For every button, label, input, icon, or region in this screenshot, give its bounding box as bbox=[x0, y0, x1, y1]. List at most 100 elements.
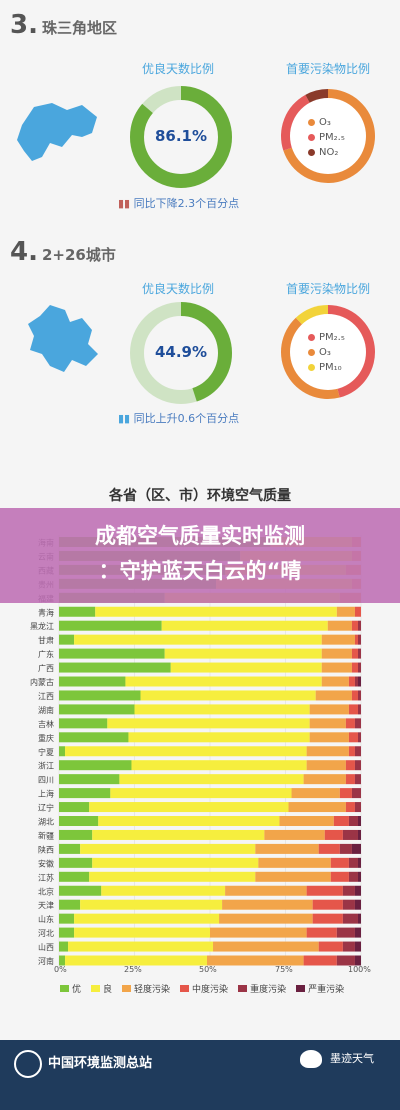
bar-segment bbox=[342, 829, 358, 840]
bar-segment bbox=[354, 718, 361, 729]
bar-segment bbox=[59, 927, 75, 938]
bar-segment bbox=[345, 718, 355, 729]
bar-segment bbox=[318, 843, 340, 854]
bar-segment bbox=[336, 927, 355, 938]
bar-segment bbox=[258, 857, 331, 868]
chart-legend: 优 良 轻度污染 中度污染 重度污染 严重污染 bbox=[60, 982, 344, 995]
bar-segment bbox=[354, 802, 361, 813]
section4-pollutant-legend: PM₂.₅ O₃ PM₁₀ bbox=[308, 330, 345, 375]
bar-segment bbox=[80, 843, 256, 854]
x-tick: 75% bbox=[275, 965, 293, 974]
bar-segment bbox=[59, 662, 171, 673]
bar-segment bbox=[312, 913, 343, 924]
x-tick: 50% bbox=[199, 965, 217, 974]
bar-segment bbox=[351, 662, 358, 673]
bar-segment bbox=[330, 871, 349, 882]
bar-segment bbox=[89, 871, 256, 882]
bar-segment bbox=[59, 774, 120, 785]
bar-segment bbox=[315, 690, 352, 701]
legend-item: 良 bbox=[91, 982, 112, 995]
bar-segment bbox=[354, 899, 361, 910]
bar-segment bbox=[107, 718, 310, 729]
bar-segment bbox=[110, 788, 292, 799]
section3-good-title: 优良天数比例 bbox=[141, 62, 214, 76]
legend-item: 严重污染 bbox=[296, 982, 344, 995]
banner-line-1: 成都空气质量实时监测 bbox=[95, 524, 305, 548]
bar-segment bbox=[309, 704, 349, 715]
bar-segment bbox=[336, 955, 355, 966]
section3-pollutant-title: 首要污染物比例 bbox=[285, 62, 370, 76]
section4-pollutant-title: 首要污染物比例 bbox=[285, 282, 370, 296]
bar-segment bbox=[357, 676, 361, 687]
bar-segment bbox=[161, 620, 328, 631]
bar-segment bbox=[354, 606, 361, 617]
banner-line-2: ：守护蓝天白云的“晴 bbox=[98, 559, 302, 583]
bar-segment bbox=[74, 927, 210, 938]
section3-note: ▮▮ 同比下降2.3个百分点 bbox=[118, 195, 239, 211]
legend-item: PM₁₀ bbox=[308, 360, 345, 375]
bar-segment bbox=[65, 955, 207, 966]
bar-segment bbox=[213, 941, 319, 952]
bar-segment bbox=[354, 634, 358, 645]
bar-segment bbox=[59, 676, 126, 687]
bar-segment bbox=[59, 690, 141, 701]
bar-segment bbox=[59, 885, 102, 896]
bar-segment bbox=[59, 746, 66, 757]
category-label: 湖南 bbox=[38, 705, 54, 715]
legend-item: NO₂ bbox=[308, 145, 345, 160]
bar-segment bbox=[312, 899, 343, 910]
bar-segment bbox=[303, 774, 346, 785]
jingjinji-map-icon bbox=[28, 305, 98, 372]
bar-segment bbox=[351, 788, 361, 799]
category-label: 青海 bbox=[38, 607, 54, 617]
bar-segment bbox=[306, 760, 346, 771]
bar-segment bbox=[288, 802, 346, 813]
bar-segment bbox=[59, 829, 93, 840]
bar-segment bbox=[342, 885, 355, 896]
section4-name: 2+26城市 bbox=[41, 246, 116, 264]
legend-item: O₃ bbox=[308, 115, 345, 130]
x-tick: 25% bbox=[124, 965, 142, 974]
bar-segment bbox=[92, 857, 259, 868]
bar-chart-icon: ▮▮ bbox=[118, 412, 131, 425]
legend-item: PM₂.₅ bbox=[308, 330, 345, 345]
section3-good-ring bbox=[130, 86, 232, 188]
category-label: 浙江 bbox=[38, 761, 54, 771]
bar-segment bbox=[59, 955, 66, 966]
bar-segment bbox=[80, 899, 223, 910]
bar-segment bbox=[134, 704, 310, 715]
bar-segment bbox=[342, 913, 358, 924]
bar-segment bbox=[348, 816, 358, 826]
bar-segment bbox=[74, 634, 322, 645]
bar-segment bbox=[264, 829, 325, 840]
category-label: 江苏 bbox=[38, 872, 54, 882]
bar-segment bbox=[59, 899, 81, 910]
bar-segment bbox=[354, 885, 361, 896]
bar-segment bbox=[306, 885, 343, 896]
bar-segment bbox=[357, 690, 361, 701]
bar-segment bbox=[125, 676, 322, 687]
bar-segment bbox=[348, 732, 358, 743]
category-label: 山东 bbox=[38, 914, 54, 924]
headline-banner bbox=[0, 508, 400, 603]
section3-number: 3. bbox=[10, 10, 38, 40]
bar-segment bbox=[59, 732, 129, 743]
bar-segment bbox=[348, 704, 358, 715]
bar-segment bbox=[59, 913, 75, 924]
bar-segment bbox=[342, 941, 355, 952]
category-label: 四川 bbox=[38, 776, 54, 785]
legend-item: 重度污染 bbox=[238, 982, 286, 995]
org-logo-icon bbox=[14, 1050, 42, 1078]
bar-segment bbox=[225, 885, 307, 896]
bar-segment bbox=[65, 746, 307, 757]
category-label: 山西 bbox=[38, 942, 54, 952]
bar-segment bbox=[357, 913, 361, 924]
legend-item: 轻度污染 bbox=[122, 982, 170, 995]
bar-segment bbox=[330, 857, 349, 868]
bar-segment bbox=[95, 606, 337, 617]
bar-segment bbox=[354, 955, 361, 966]
category-label: 广东 bbox=[38, 649, 54, 659]
bar-segment bbox=[59, 620, 162, 631]
bar-chart-icon: ▮▮ bbox=[118, 197, 131, 210]
bar-segment bbox=[342, 899, 355, 910]
